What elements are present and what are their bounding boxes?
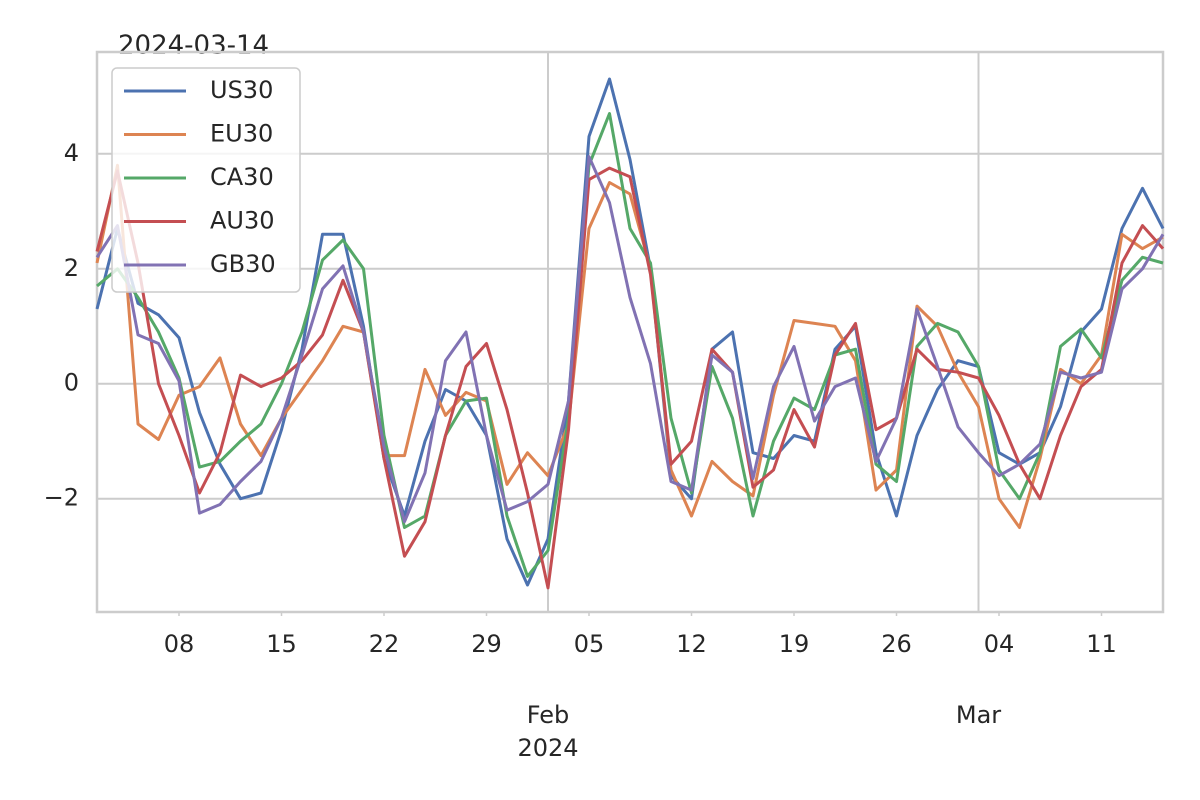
legend-label: EU30 bbox=[210, 120, 273, 148]
x-tick-label: 11 bbox=[1086, 630, 1117, 658]
legend-label: AU30 bbox=[210, 207, 275, 235]
legend-label: US30 bbox=[210, 76, 273, 104]
plot-frame bbox=[95, 50, 1165, 614]
x-tick-label: 04 bbox=[984, 630, 1015, 658]
x-major-tick-label: Feb 2024 bbox=[517, 701, 579, 762]
y-tick-label: −2 bbox=[44, 484, 79, 512]
legend-label: CA30 bbox=[210, 163, 274, 191]
series-line bbox=[95, 166, 1165, 590]
x-tick-label: 19 bbox=[779, 630, 810, 658]
x-tick-label: 05 bbox=[574, 630, 605, 658]
x-tick-label: 15 bbox=[266, 630, 297, 658]
y-tick-label: 2 bbox=[64, 254, 79, 282]
x-tick-label: 12 bbox=[676, 630, 707, 658]
y-tick-label: 4 bbox=[64, 139, 79, 167]
legend: US30 EU30 CA30 AU30 GB30 bbox=[111, 67, 301, 293]
x-tick-label: 22 bbox=[369, 630, 400, 658]
x-tick-label: 29 bbox=[471, 630, 502, 658]
legend-label: GB30 bbox=[210, 250, 276, 278]
series-line bbox=[96, 112, 1164, 578]
y-tick-label: 0 bbox=[64, 369, 79, 397]
x-tick-label: 08 bbox=[164, 630, 195, 658]
chart-title: 2024-03-14 bbox=[118, 31, 269, 61]
legend-box bbox=[111, 67, 301, 293]
series-line bbox=[95, 155, 1165, 524]
x-major-tick-label: Mar bbox=[955, 701, 1002, 729]
x-tick-label: 26 bbox=[881, 630, 912, 658]
